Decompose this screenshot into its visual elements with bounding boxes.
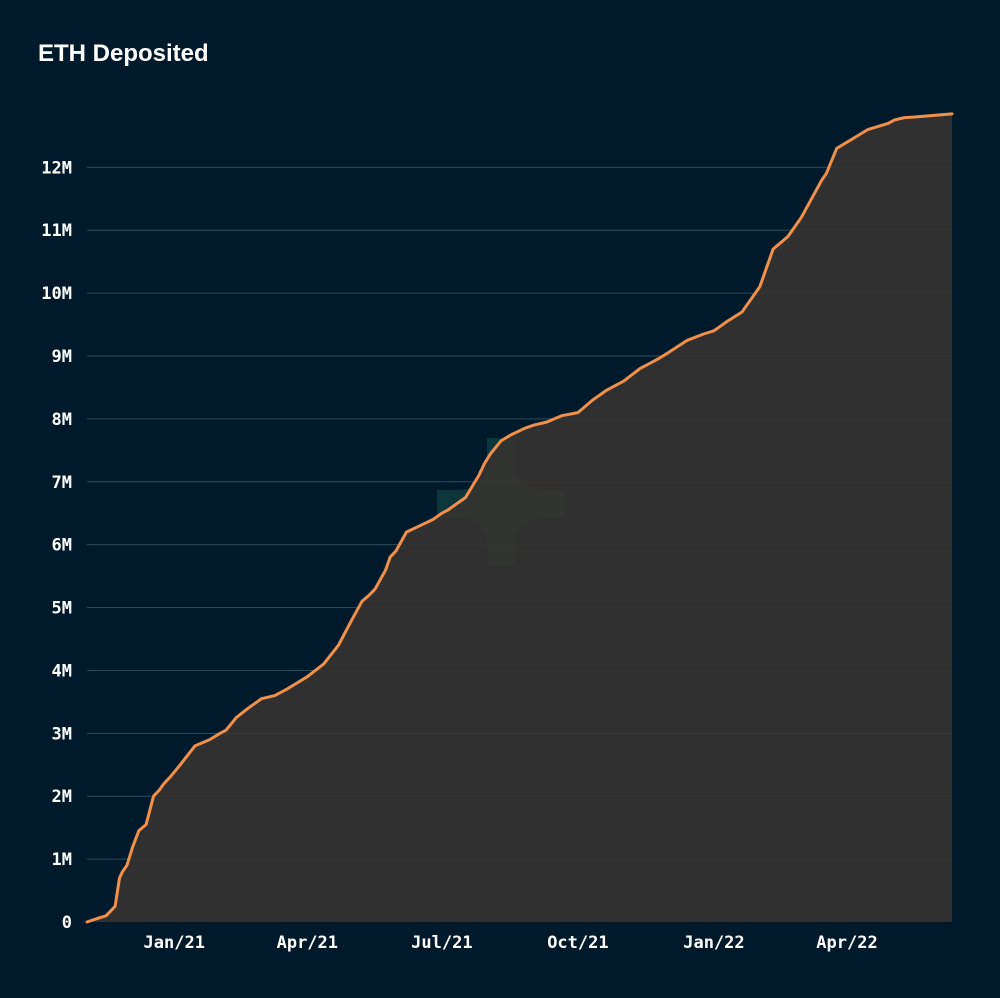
x-tick-label: Apr/21 xyxy=(277,933,338,953)
y-tick-label: 7M xyxy=(52,473,72,493)
y-tick-label: 1M xyxy=(52,850,72,870)
y-tick-label: 12M xyxy=(41,158,72,178)
x-tick-label: Oct/21 xyxy=(547,933,608,953)
y-tick-label: 5M xyxy=(52,599,72,619)
x-tick-label: Apr/22 xyxy=(816,933,877,953)
y-tick-label: 9M xyxy=(52,347,72,367)
y-axis: 0 1M 2M 3M 4M 5M 6M 7M 8M 9M 10M 11M 12M xyxy=(41,158,72,933)
y-tick-label: 6M xyxy=(52,536,72,556)
x-tick-label: Jul/21 xyxy=(411,933,472,953)
area-fill-layer xyxy=(87,113,952,922)
area-fill xyxy=(87,113,952,922)
y-tick-label: 4M xyxy=(52,661,72,681)
y-tick-label: 3M xyxy=(52,724,72,744)
x-axis: Jan/21 Apr/21 Jul/21 Oct/21 Jan/22 Apr/22 xyxy=(144,933,878,953)
chart-title: ETH Deposited xyxy=(38,40,209,67)
x-tick-label: Jan/21 xyxy=(144,933,205,953)
y-tick-label: 8M xyxy=(52,410,72,430)
series-line-layer xyxy=(85,112,954,924)
x-tick-label: Jan/22 xyxy=(683,933,744,953)
y-tick-label: 2M xyxy=(52,787,72,807)
y-tick-label: 11M xyxy=(41,221,72,241)
y-tick-label: 0 xyxy=(62,913,72,933)
y-tick-label: 10M xyxy=(41,284,72,304)
series-line xyxy=(85,112,954,924)
